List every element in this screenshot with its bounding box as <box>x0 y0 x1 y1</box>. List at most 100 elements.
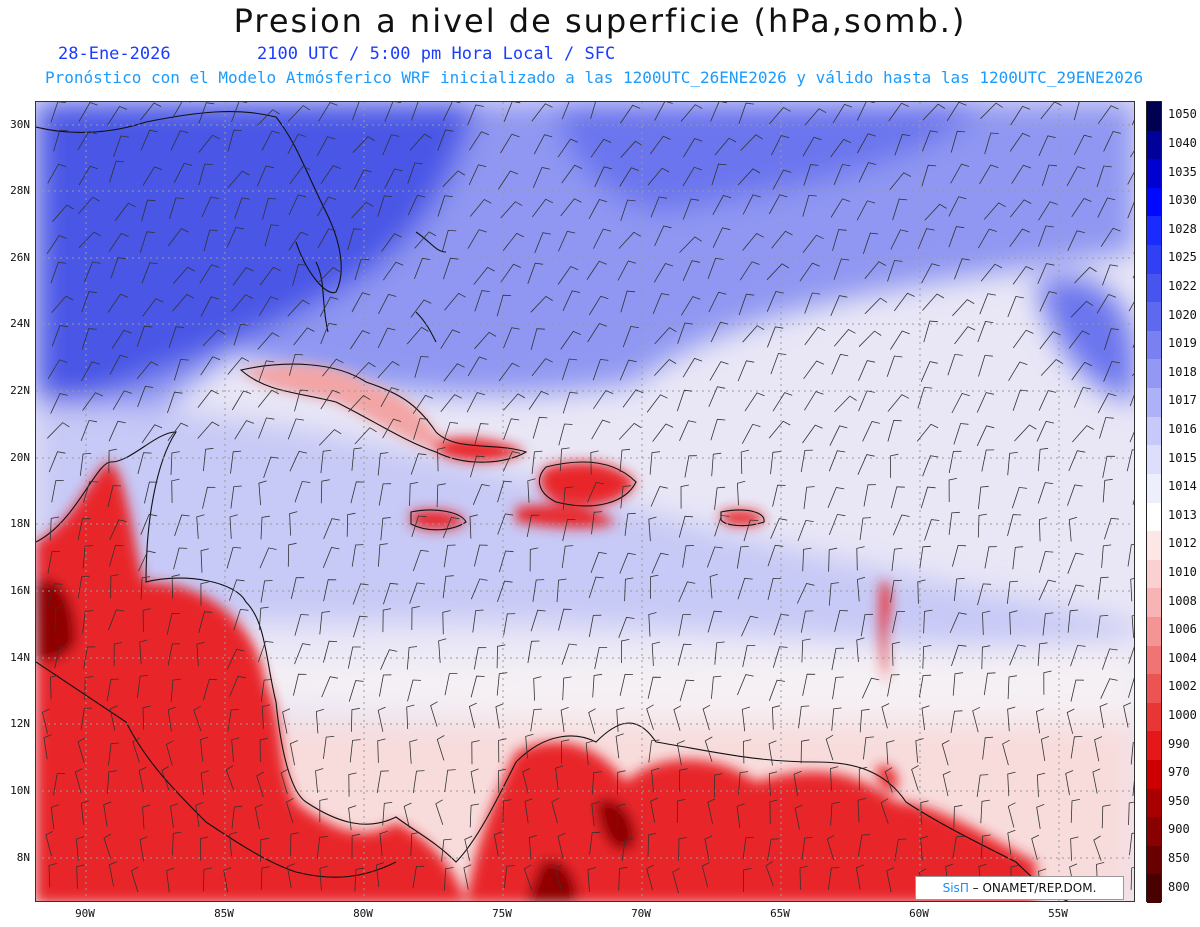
wind-barb <box>407 679 422 702</box>
lat-label-30n: 30N <box>10 118 30 131</box>
wind-barb <box>825 734 834 761</box>
wind-barb <box>348 394 371 412</box>
wind-barb <box>406 704 415 730</box>
wind-barb <box>354 427 377 445</box>
wind-barb <box>922 455 939 477</box>
wind-barb <box>799 262 820 282</box>
wind-barb <box>856 637 865 663</box>
wind-barb <box>680 104 703 122</box>
wind-barb <box>258 296 279 316</box>
wind-barb <box>141 199 156 222</box>
wind-barb <box>558 230 576 252</box>
wind-barb <box>890 579 902 603</box>
wind-barb <box>714 515 730 537</box>
wind-barb <box>503 102 521 122</box>
wind-barb <box>857 797 866 823</box>
wind-barb <box>198 163 213 186</box>
wind-barb <box>919 545 931 569</box>
wind-barb <box>108 609 125 631</box>
wind-barb <box>198 102 215 124</box>
wind-barb <box>49 674 59 700</box>
wind-barb <box>170 451 180 475</box>
wind-barb <box>917 579 926 604</box>
wind-barb <box>78 231 102 249</box>
wind-barb <box>857 133 876 154</box>
wind-barb <box>1096 615 1109 638</box>
wind-barb <box>859 708 870 733</box>
wind-barb <box>442 610 451 635</box>
wind-barb <box>744 392 765 412</box>
wind-barb <box>201 196 219 218</box>
wind-barb <box>227 357 250 375</box>
wind-barb <box>587 323 607 343</box>
wind-barb <box>51 325 68 347</box>
wind-barb <box>227 170 250 189</box>
wind-barb <box>409 133 432 151</box>
wind-barb <box>586 260 607 280</box>
wind-barb <box>980 263 1003 282</box>
wind-barb <box>259 547 277 569</box>
wind-barb <box>802 136 822 157</box>
wind-barb <box>202 486 216 509</box>
wind-barb <box>772 646 788 668</box>
wind-barb <box>440 329 461 349</box>
wind-barb <box>107 106 128 126</box>
wind-barb <box>887 394 910 412</box>
colorbar-label: 1050 <box>1168 107 1197 122</box>
wind-barb <box>473 647 487 670</box>
wind-barb <box>435 799 444 825</box>
wind-barb <box>864 261 887 279</box>
wind-barb <box>111 329 132 349</box>
wind-barb <box>587 867 596 892</box>
wind-barb <box>858 390 875 412</box>
colorbar-swatch <box>1147 845 1161 875</box>
wind-barb <box>531 103 553 122</box>
wind-barb <box>231 102 248 123</box>
wind-barb <box>140 513 158 535</box>
wind-barb <box>827 487 845 508</box>
wind-barb <box>442 516 460 539</box>
wind-barb <box>107 293 129 313</box>
colorbar-swatch <box>1147 731 1161 761</box>
wind-barb <box>768 106 791 125</box>
lon-label-85w: 85W <box>214 907 234 920</box>
colorbar-swatch <box>1147 759 1161 790</box>
wind-barb <box>317 196 337 217</box>
wind-barb <box>557 138 579 158</box>
wind-barb <box>113 135 129 157</box>
colorbar-swatch <box>1147 245 1161 275</box>
wind-barb <box>952 544 967 567</box>
wind-barb <box>286 797 294 824</box>
sispi-logo: SisΠ <box>942 881 969 895</box>
pressure-map[interactable] <box>35 101 1135 902</box>
wind-barb <box>1007 771 1016 797</box>
wind-barb <box>76 864 85 889</box>
wind-barb <box>862 232 879 255</box>
wind-barb <box>654 327 677 345</box>
wind-barb <box>167 706 176 732</box>
wind-barb <box>889 453 899 478</box>
wind-barb <box>77 737 86 764</box>
wind-barb <box>621 838 634 862</box>
wind-barb <box>261 704 271 729</box>
wind-barb <box>528 390 549 410</box>
wind-barb <box>503 418 520 440</box>
wind-barb <box>470 768 479 794</box>
colorbar-label: 1008 <box>1168 593 1197 608</box>
wind-barb <box>1011 486 1028 509</box>
wind-barb <box>1099 417 1114 439</box>
wind-barb <box>383 582 399 605</box>
wind-barb <box>557 832 566 858</box>
wind-barb <box>679 420 697 441</box>
wind-barb <box>738 771 749 795</box>
wind-barb <box>167 391 183 414</box>
wind-barb <box>743 868 752 893</box>
wind-barb <box>709 573 718 599</box>
colorbar-swatch <box>1147 788 1161 818</box>
wind-barb <box>707 610 723 633</box>
wind-barb <box>711 452 722 477</box>
wind-barb <box>502 799 512 824</box>
wind-barb <box>287 299 310 317</box>
wind-barb <box>444 673 458 696</box>
wind-barb <box>47 359 68 379</box>
